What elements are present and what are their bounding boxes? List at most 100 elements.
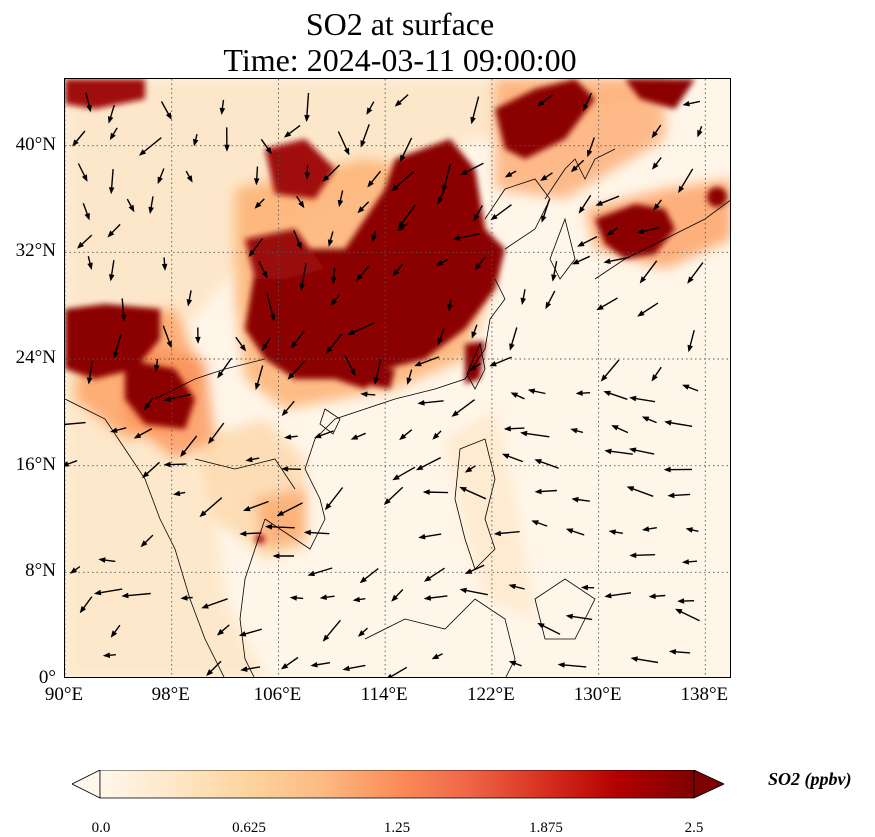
- wind-arrow: [314, 431, 334, 438]
- wind-arrow: [528, 389, 546, 395]
- lat-tick-label-3: 16°N: [0, 454, 56, 476]
- plot-title: SO2 at surface: [0, 6, 800, 42]
- wind-arrow: [325, 488, 343, 511]
- wind-arrow: [537, 623, 560, 634]
- wind-arrow: [423, 489, 448, 495]
- so2-field: [65, 79, 731, 678]
- wind-arrow: [629, 448, 654, 455]
- wind-arrow: [535, 489, 557, 495]
- plot-time: Time: 2024-03-11 09:00:00: [0, 42, 800, 78]
- colorbar-max-extend: [694, 770, 724, 798]
- lon-tick-label-6: 138°E: [659, 684, 749, 706]
- wind-arrow: [489, 357, 511, 366]
- wind-arrow: [545, 291, 554, 309]
- wind-arrow: [504, 426, 525, 432]
- lon-tick-label-4: 122°E: [446, 684, 536, 706]
- wind-arrow: [682, 559, 697, 565]
- wind-arrow: [358, 628, 368, 637]
- wind-arrow: [384, 487, 403, 505]
- lon-tick-label-0: 90°E: [19, 684, 109, 706]
- wind-arrow: [627, 486, 654, 496]
- wind-arrow: [511, 393, 525, 399]
- wind-arrow: [604, 593, 631, 599]
- wind-arrow: [342, 665, 365, 671]
- wind-arrow: [195, 328, 201, 344]
- wind-arrow: [281, 658, 298, 670]
- wind-arrow: [418, 534, 441, 540]
- wind-arrow: [571, 497, 589, 503]
- wind-arrow: [417, 400, 443, 406]
- lat-tick-label-1: 32°N: [0, 240, 56, 262]
- wind-arrow: [360, 569, 379, 584]
- wind-arrow: [664, 467, 692, 473]
- wind-arrow: [629, 396, 655, 402]
- wind-arrow: [677, 598, 694, 604]
- wind-arrow: [687, 263, 703, 284]
- colorbar-gradient: [100, 770, 694, 798]
- wind-arrow: [391, 590, 403, 602]
- wind-arrow: [604, 449, 633, 455]
- wind-arrow: [629, 553, 655, 559]
- wind-arrow: [531, 520, 547, 526]
- colorbar-min-extend: [72, 770, 100, 798]
- wind-arrow: [603, 391, 627, 400]
- wind-arrow: [392, 467, 415, 480]
- wind-arrow: [304, 530, 330, 536]
- wind-arrow: [308, 568, 333, 576]
- wind-arrow: [682, 385, 698, 391]
- lat-tick-label-2: 24°N: [0, 347, 56, 369]
- wind-arrow: [683, 101, 700, 107]
- lon-tick-label-2: 106°E: [232, 684, 322, 706]
- wind-arrow: [432, 654, 443, 660]
- wind-arrow: [386, 667, 407, 678]
- wind-arrow: [432, 431, 441, 440]
- wind-arrow: [576, 390, 591, 396]
- wind-arrow: [649, 593, 666, 599]
- wind-arrow: [239, 629, 262, 636]
- lat-tick-label-0: 40°N: [0, 134, 56, 156]
- map-panel: [64, 78, 731, 678]
- wind-arrow: [353, 597, 366, 603]
- colorbar-tick-0: 0.0: [71, 820, 131, 837]
- wind-arrow: [609, 529, 623, 535]
- wind-arrow: [697, 126, 702, 137]
- wind-arrow: [566, 528, 584, 535]
- colorbar-title: SO2 (ppbv): [768, 769, 852, 790]
- wind-arrow: [520, 431, 549, 437]
- colorbar-tick-1: 0.625: [219, 820, 279, 837]
- lat-tick-label-4: 8°N: [0, 560, 56, 582]
- wind-arrow: [521, 289, 527, 305]
- wind-arrow: [631, 656, 659, 662]
- colorbar: [72, 770, 724, 800]
- wind-arrow: [320, 594, 335, 600]
- wind-arrow: [284, 434, 298, 440]
- wind-arrow: [452, 400, 475, 417]
- wind-arrow: [399, 430, 412, 440]
- wind-arrow: [611, 425, 628, 433]
- lon-tick-label-1: 98°E: [126, 684, 216, 706]
- wind-arrow: [351, 433, 366, 439]
- wind-arrow: [601, 360, 619, 382]
- wind-arrow: [424, 595, 448, 601]
- wind-arrow: [566, 614, 592, 620]
- wind-arrow: [509, 327, 517, 350]
- wind-arrow: [675, 609, 700, 621]
- wind-arrow: [581, 585, 594, 591]
- wind-arrow: [688, 330, 695, 352]
- wind-arrow: [642, 526, 657, 532]
- wind-arrow: [310, 662, 330, 668]
- wind-arrow: [652, 158, 661, 170]
- wind-arrow: [664, 420, 692, 426]
- colorbar-tick-3: 1.875: [516, 820, 576, 837]
- wind-arrow: [509, 661, 522, 666]
- wind-arrow: [416, 458, 441, 471]
- wind-arrow: [558, 662, 587, 668]
- wind-arrow: [640, 261, 657, 284]
- wind-arrow: [596, 298, 617, 310]
- wind-arrow: [290, 595, 303, 601]
- lon-tick-label-3: 114°E: [339, 684, 429, 706]
- wind-arrow: [667, 493, 690, 499]
- wind-arrow: [541, 199, 549, 222]
- colorbar-tick-2: 1.25: [367, 820, 427, 837]
- wind-arrow: [570, 428, 583, 433]
